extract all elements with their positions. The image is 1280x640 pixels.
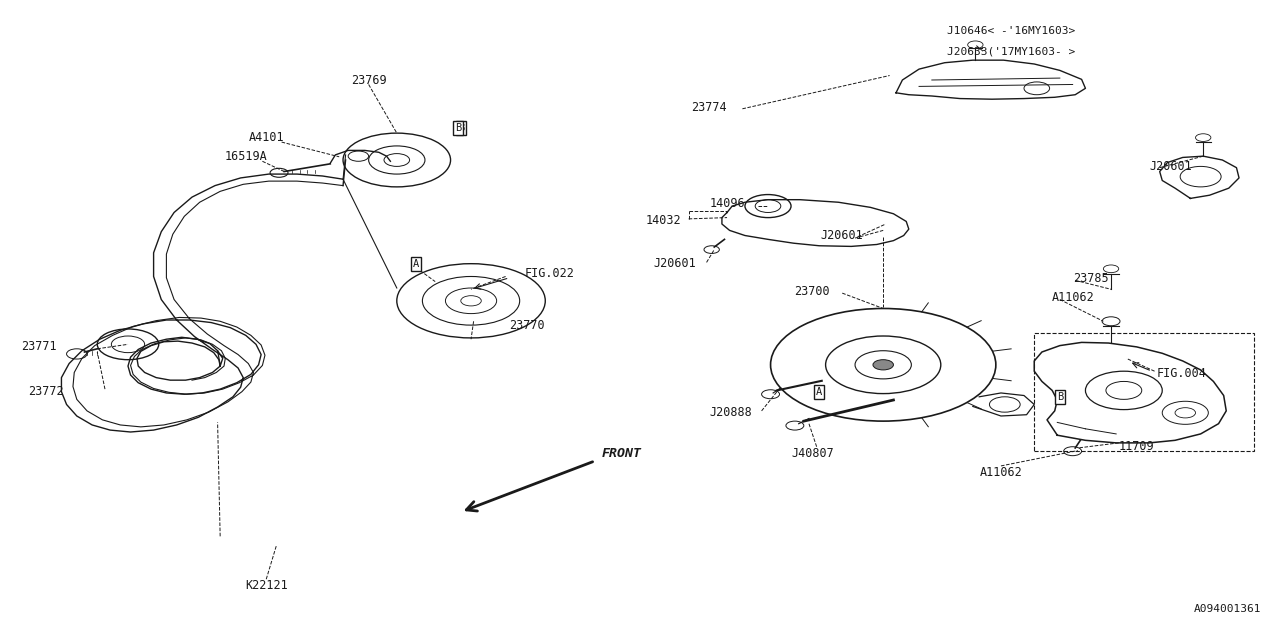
Text: A4101: A4101	[248, 131, 284, 144]
Text: A: A	[413, 259, 419, 269]
Text: 14032: 14032	[645, 214, 681, 227]
Text: A: A	[817, 387, 822, 397]
Text: 23769: 23769	[351, 74, 387, 86]
Text: 23774: 23774	[691, 101, 727, 114]
Text: 14096: 14096	[709, 197, 745, 210]
Text: K22121: K22121	[244, 579, 288, 592]
Text: 11709: 11709	[1119, 440, 1155, 453]
Text: A11062: A11062	[979, 466, 1023, 479]
Text: J20601: J20601	[1149, 160, 1192, 173]
Text: 16519A: 16519A	[224, 150, 268, 163]
Text: A11062: A11062	[1052, 291, 1094, 304]
Text: B: B	[1057, 392, 1062, 402]
Text: FRONT: FRONT	[602, 447, 641, 460]
Text: J20601: J20601	[654, 257, 696, 270]
Text: FIG.004: FIG.004	[1157, 367, 1207, 380]
Bar	[1034, 333, 1254, 451]
Text: 23771: 23771	[20, 340, 56, 353]
Text: 23785: 23785	[1073, 272, 1108, 285]
Text: FIG.022: FIG.022	[525, 268, 575, 280]
Text: 23772: 23772	[28, 385, 64, 398]
Text: B: B	[458, 123, 463, 133]
Text: 23770: 23770	[509, 319, 545, 332]
Text: J10646< -'16MY1603>: J10646< -'16MY1603>	[947, 26, 1075, 36]
Text: J40807: J40807	[791, 447, 835, 460]
Text: J20633('17MY1603- >: J20633('17MY1603- >	[947, 46, 1075, 56]
Text: B: B	[456, 123, 461, 133]
Circle shape	[873, 360, 893, 370]
Text: J20888: J20888	[710, 406, 753, 419]
Text: 23700: 23700	[794, 285, 829, 298]
Text: J20601: J20601	[820, 229, 864, 242]
Text: A094001361: A094001361	[1193, 604, 1261, 614]
